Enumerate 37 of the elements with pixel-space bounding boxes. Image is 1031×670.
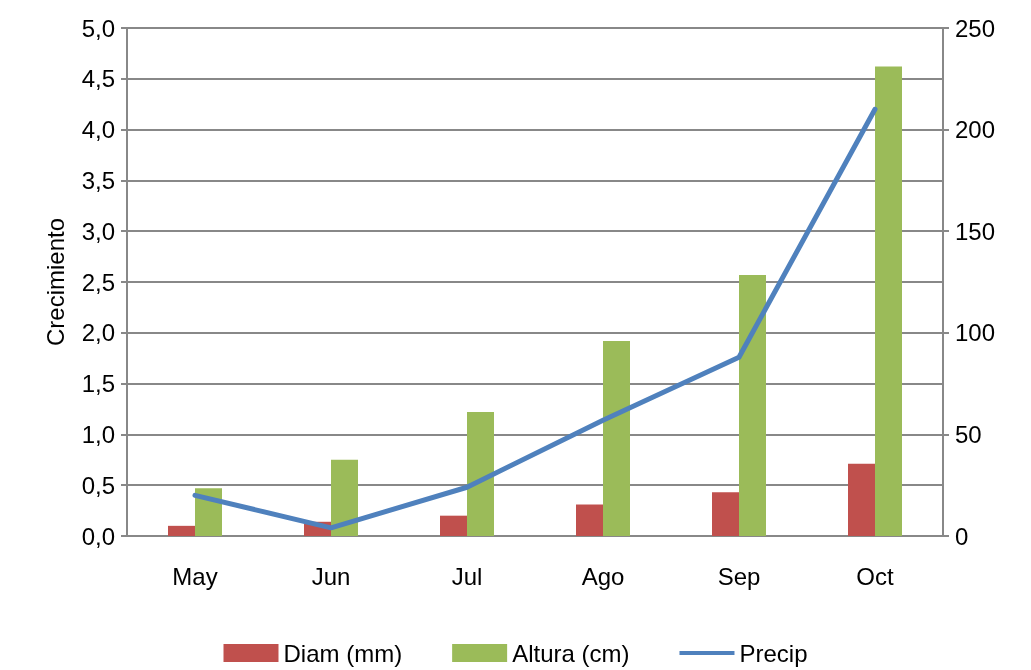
y-axis-title: Crecimiento <box>41 217 69 347</box>
y-tick-label: 2,5 <box>81 268 115 296</box>
x-tick-label: Jul <box>451 562 483 590</box>
bar <box>440 515 467 536</box>
bar <box>331 459 358 536</box>
bar <box>576 504 603 536</box>
y2-tick-label: 150 <box>955 217 996 245</box>
y2-tick-label: 100 <box>955 319 996 347</box>
y-tick-label: 1,5 <box>81 370 115 398</box>
bar <box>712 492 739 536</box>
x-tick-label: Sep <box>717 562 761 590</box>
y-tick-label: 0,0 <box>81 522 115 550</box>
y-tick-label: 2,0 <box>81 319 115 347</box>
legend-label: Diam (mm) <box>283 639 403 667</box>
y-tick-label: 1,0 <box>81 420 115 448</box>
x-tick-label: May <box>172 562 218 590</box>
bar <box>168 525 195 536</box>
bar <box>603 340 630 536</box>
y-tick-label: 4,0 <box>81 116 115 144</box>
y-tick-label: 0,5 <box>81 471 115 499</box>
y-tick-label: 3,0 <box>81 217 115 245</box>
y-tick-label: 3,5 <box>81 166 115 194</box>
bar <box>467 412 494 536</box>
y-tick-label: 5,0 <box>81 14 115 42</box>
bar <box>739 274 766 536</box>
y2-tick-label: 50 <box>955 420 982 448</box>
y-tick-label: 4,5 <box>81 65 115 93</box>
x-tick-label: Ago <box>581 562 625 590</box>
bar <box>875 66 902 536</box>
y2-tick-label: 200 <box>955 116 996 144</box>
legend-label: Altura (cm) <box>512 639 630 667</box>
y2-tick-label: 250 <box>955 14 996 42</box>
legend-label: Precip <box>739 639 808 667</box>
y2-tick-label: 0 <box>955 522 969 550</box>
x-tick-label: Jun <box>311 562 351 590</box>
bar <box>848 463 875 536</box>
x-tick-label: Oct <box>856 562 894 590</box>
